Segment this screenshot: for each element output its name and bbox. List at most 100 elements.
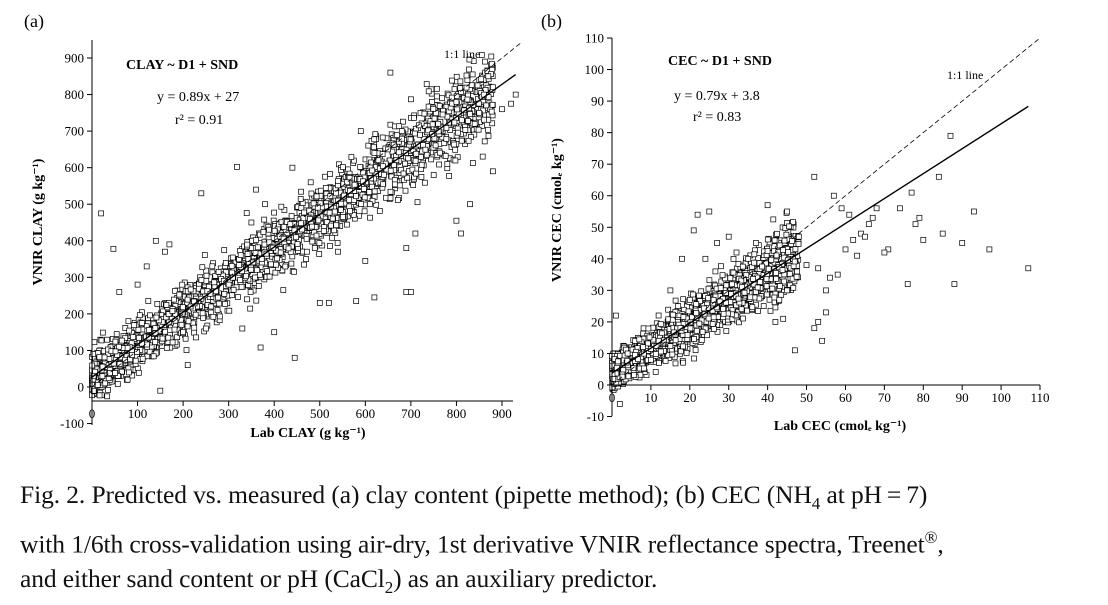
- data-point: [776, 242, 783, 249]
- data-point: [741, 289, 748, 296]
- data-point: [143, 263, 150, 270]
- data-point: [443, 125, 450, 131]
- data-point: [675, 303, 682, 309]
- data-point: [329, 215, 336, 222]
- data-point: [136, 334, 142, 341]
- data-point: [795, 233, 802, 240]
- x-tick-label: 0: [89, 406, 96, 421]
- data-point: [291, 354, 298, 361]
- data-point: [147, 312, 153, 319]
- data-point: [277, 249, 284, 256]
- data-point: [723, 282, 730, 289]
- panel-b-r2: r² = 0.83: [693, 110, 741, 125]
- x-tick-label: 40: [761, 390, 774, 405]
- data-point: [228, 263, 235, 269]
- data-point: [396, 138, 402, 145]
- data-point: [229, 292, 235, 299]
- y-tick-label: 900: [65, 51, 85, 66]
- data-point: [316, 251, 323, 257]
- data-point: [91, 339, 98, 346]
- data-point: [101, 354, 108, 361]
- data-point: [772, 319, 779, 325]
- data-point: [306, 207, 313, 214]
- data-point: [481, 116, 487, 123]
- data-point: [745, 255, 752, 262]
- data-point: [702, 255, 709, 262]
- data-point: [730, 256, 737, 262]
- data-point: [774, 230, 780, 237]
- data-point: [326, 300, 332, 306]
- data-point: [238, 283, 245, 290]
- data-point: [199, 310, 206, 317]
- data-point: [453, 99, 460, 105]
- data-point: [465, 118, 471, 124]
- data-point: [245, 256, 252, 263]
- data-point: [655, 312, 662, 319]
- data-point: [316, 240, 323, 246]
- y-tick-label: 50: [591, 220, 604, 235]
- data-point: [499, 106, 505, 113]
- data-point: [720, 310, 727, 317]
- data-point: [624, 350, 631, 357]
- data-point: [247, 289, 254, 295]
- data-point: [157, 387, 164, 394]
- data-point: [216, 313, 223, 320]
- data-point: [641, 365, 647, 372]
- data-point: [266, 239, 273, 246]
- data-point: [470, 160, 476, 166]
- data-point: [392, 181, 398, 188]
- data-point: [485, 132, 492, 139]
- y-tick-label: 100: [585, 62, 605, 77]
- data-point: [467, 201, 473, 208]
- data-point: [784, 208, 790, 215]
- data-point: [327, 171, 333, 177]
- data-point: [652, 351, 659, 357]
- data-point: [662, 358, 669, 364]
- data-point: [738, 277, 745, 284]
- data-point: [413, 150, 420, 157]
- data-point: [409, 166, 416, 173]
- data-point: [755, 308, 761, 314]
- data-point: [667, 287, 674, 294]
- data-point: [763, 283, 770, 290]
- data-point: [337, 207, 344, 213]
- data-point: [815, 319, 822, 325]
- data-point: [165, 311, 172, 317]
- data-point: [243, 273, 249, 280]
- data-point: [444, 113, 451, 120]
- data-point: [754, 284, 761, 291]
- y-tick-label: 500: [65, 197, 85, 212]
- data-point: [463, 72, 470, 79]
- data-point: [783, 231, 790, 238]
- y-tick-label: 60: [591, 188, 604, 203]
- data-point: [699, 328, 706, 335]
- data-point: [408, 96, 414, 103]
- data-point: [667, 343, 674, 349]
- data-point: [280, 287, 287, 293]
- data-point: [858, 230, 864, 237]
- data-point: [478, 76, 485, 83]
- data-point: [287, 221, 294, 227]
- data-point: [709, 321, 716, 327]
- y-tick-label: 0: [598, 378, 605, 393]
- data-point: [457, 78, 464, 85]
- data-point: [371, 188, 378, 195]
- data-point: [400, 170, 407, 177]
- data-point: [298, 220, 304, 227]
- panel-b-x-axis-title: Lab CEC (cmolₑ kg⁻¹): [774, 419, 907, 434]
- data-point: [680, 359, 686, 366]
- data-point: [749, 304, 756, 311]
- data-point: [154, 301, 161, 307]
- data-point: [357, 128, 364, 134]
- x-tick-label: 0: [609, 390, 616, 405]
- data-point: [126, 369, 132, 376]
- data-point: [760, 303, 767, 309]
- x-tick-label: 200: [173, 406, 193, 421]
- x-tick-label: 10: [644, 390, 657, 405]
- data-point: [481, 138, 488, 145]
- data-point: [402, 187, 409, 194]
- y-tick-label: 800: [65, 87, 85, 102]
- data-point: [471, 120, 478, 127]
- data-point: [344, 179, 350, 186]
- data-point: [216, 300, 223, 307]
